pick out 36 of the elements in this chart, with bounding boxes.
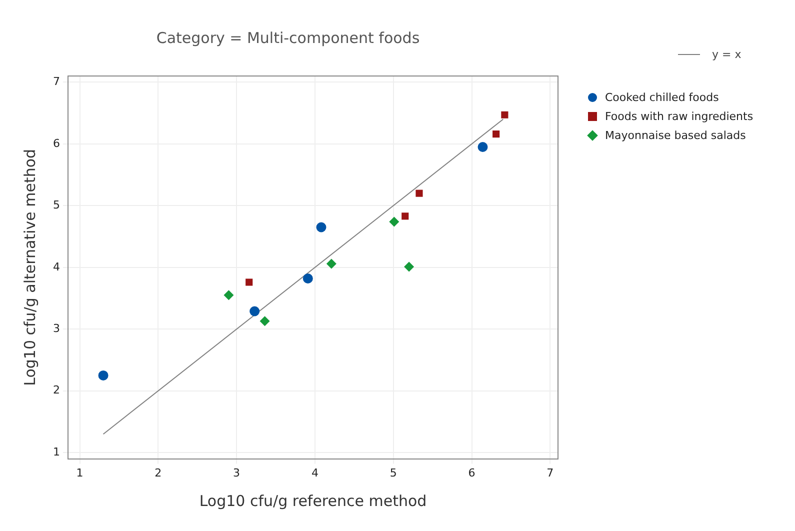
x-tick-label: 3: [233, 466, 240, 480]
x-axis-title: Log10 cfu/g reference method: [199, 492, 427, 510]
point: [389, 216, 400, 227]
y-tick-label: 1: [53, 445, 60, 458]
legend-label: Cooked chilled foods: [605, 91, 719, 104]
y-tick-label: 5: [53, 198, 60, 212]
point: [326, 258, 336, 269]
point: [492, 130, 500, 138]
point: [416, 190, 423, 197]
x-tick-label: 4: [311, 466, 318, 480]
x-tick-label: 7: [546, 466, 554, 480]
x-tick-label: 1: [76, 466, 84, 480]
point: [402, 212, 409, 220]
y-tick-label: 4: [53, 260, 60, 274]
chart-title: Category = Multi-component foods: [156, 28, 420, 47]
point: [260, 316, 270, 326]
point: [246, 278, 253, 286]
point: [404, 262, 414, 272]
point: [224, 290, 234, 300]
y-tick-label: 3: [53, 322, 60, 335]
point: [478, 142, 488, 152]
point: [316, 222, 326, 232]
point: [302, 274, 313, 284]
y-axis-title: Log10 cfu/g alternative method: [20, 148, 39, 386]
y-tick-label: 2: [53, 384, 60, 397]
legend-label: Mayonnaise based salads: [605, 129, 746, 142]
x-tick-label: 5: [390, 466, 397, 480]
point: [250, 306, 260, 316]
y-tick-label: 6: [53, 136, 60, 150]
y-tick-label: 7: [53, 75, 60, 88]
point: [501, 111, 508, 118]
legend-label: Foods with raw ingredients: [605, 110, 754, 123]
x-tick-label: 6: [468, 466, 476, 480]
point: [98, 370, 108, 380]
legend-label: y = x: [712, 48, 742, 61]
x-tick-label: 2: [154, 466, 162, 480]
